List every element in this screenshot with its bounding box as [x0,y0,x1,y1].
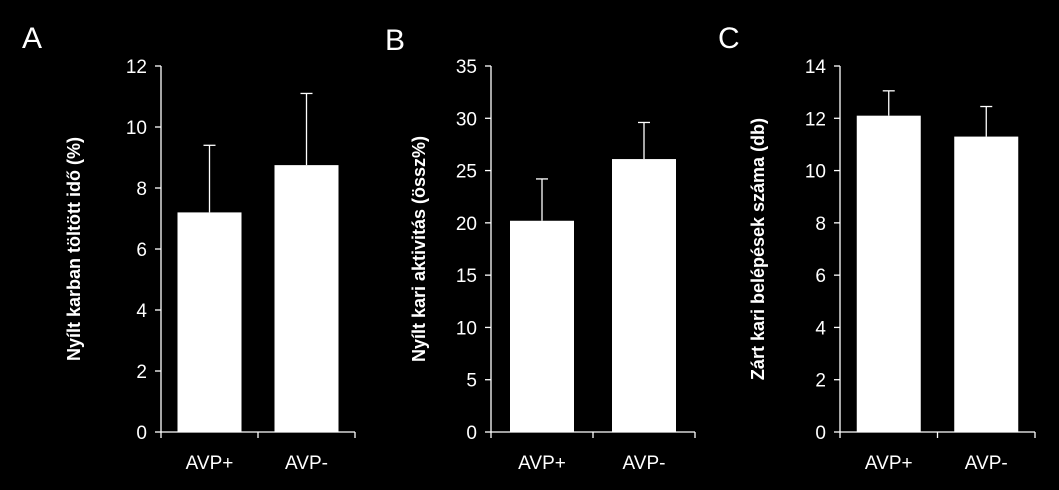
y-tick-label: 5 [466,371,477,392]
y-tick-label: 20 [456,214,477,235]
y-tick-label: 2 [815,371,826,392]
y-tick-label: 30 [456,109,477,130]
y-tick-label: 0 [466,423,477,444]
panel-letter: C [718,22,740,55]
x-category-label: AVP+ [865,453,913,474]
panel-letter: B [385,24,405,57]
x-category-label: AVP+ [186,453,234,474]
y-tick-label: 12 [805,109,826,130]
y-tick-label: 0 [136,423,147,444]
x-category-label: AVP+ [518,453,566,474]
bar-avpplus [510,220,574,432]
y-tick-label: 15 [456,266,477,287]
panel-letter: A [22,22,42,55]
x-category-label: AVP- [285,453,328,474]
y-tick-label: 10 [456,318,477,339]
y-tick-label: 0 [815,423,826,444]
y-tick-label: 6 [136,240,147,261]
bar-avpplus [177,212,242,432]
y-tick-label: 4 [815,318,826,339]
y-tick-label: 35 [456,57,477,78]
bar-avpminus [612,159,676,432]
x-category-label: AVP- [623,453,666,474]
bar-avpminus [954,136,1019,433]
y-tick-label: 6 [815,266,826,287]
y-axis-title: Nyílt karban töltött idő (%) [64,137,84,361]
bar-avpminus [274,165,339,432]
y-tick-label: 8 [815,214,826,235]
y-tick-label: 12 [126,57,147,78]
y-tick-label: 14 [805,57,827,78]
chart-panel-c: C Zárt kari belépések száma (db) 0 2 4 6 8 10 12… [718,22,1036,474]
y-tick-label: 10 [805,162,826,183]
y-tick-label: 10 [126,118,147,139]
y-tick-label: 8 [136,179,147,200]
chart-panel-b: B Nyílt kari aktivitás (össz%) 0 5 10 15 20 25 3… [385,24,696,474]
y-tick-label: 2 [136,362,147,383]
chart-panel-a: A Nyílt karban töltött idő (%) 0 2 4 6 8 10 12 AV… [22,22,356,474]
y-axis-title: Zárt kari belépések száma (db) [748,118,768,380]
x-category-label: AVP- [965,453,1008,474]
bar-avpplus [856,115,921,433]
y-tick-label: 25 [456,162,477,183]
y-tick-label: 4 [136,301,147,322]
y-axis-title: Nyílt kari aktivitás (össz%) [409,136,429,362]
